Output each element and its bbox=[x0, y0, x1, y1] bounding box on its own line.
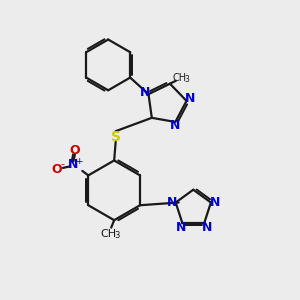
Text: 3: 3 bbox=[114, 231, 119, 240]
Text: N: N bbox=[140, 86, 150, 99]
Text: N: N bbox=[185, 92, 196, 105]
Text: CH: CH bbox=[173, 73, 187, 83]
Text: O: O bbox=[51, 163, 62, 176]
Text: N: N bbox=[170, 119, 181, 132]
Text: +: + bbox=[75, 157, 82, 166]
Text: N: N bbox=[167, 196, 177, 209]
Text: 3: 3 bbox=[185, 75, 190, 84]
Text: N: N bbox=[176, 221, 186, 234]
Text: -: - bbox=[60, 159, 64, 169]
Text: O: O bbox=[70, 143, 80, 157]
Text: CH: CH bbox=[100, 229, 116, 238]
Text: N: N bbox=[68, 158, 79, 171]
Text: S: S bbox=[111, 130, 121, 144]
Text: N: N bbox=[201, 221, 212, 234]
Text: N: N bbox=[210, 196, 220, 209]
